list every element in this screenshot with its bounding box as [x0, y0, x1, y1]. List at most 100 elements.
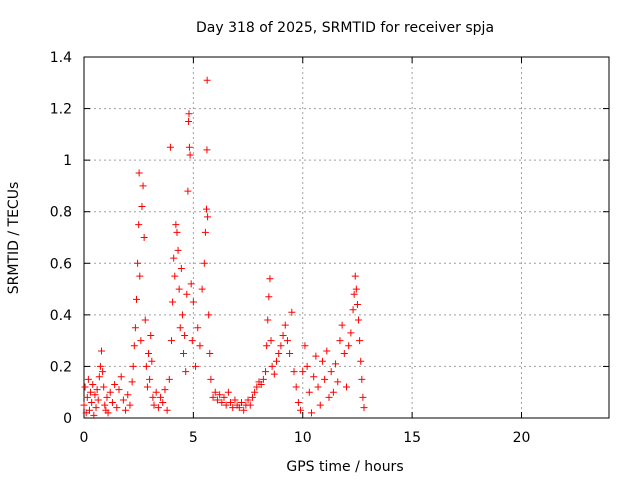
data-point [187, 280, 195, 288]
data-point [88, 399, 96, 407]
data-point [231, 396, 239, 404]
data-point [359, 393, 367, 401]
data-point [186, 151, 194, 159]
x-tick-label: 20 [513, 430, 531, 446]
data-point [343, 383, 350, 391]
data-point [238, 399, 245, 407]
data-point [117, 373, 125, 381]
data-point [171, 272, 179, 280]
data-point [264, 316, 272, 324]
data-point [90, 411, 98, 419]
data-point [229, 404, 237, 412]
data-point [283, 337, 291, 345]
data-point [267, 337, 275, 345]
x-tick-label: 5 [189, 430, 198, 446]
data-point [281, 321, 289, 329]
data-point [204, 213, 212, 221]
data-point [227, 399, 235, 407]
data-point [92, 404, 100, 412]
x-tick-label: 10 [294, 430, 312, 446]
data-point [353, 301, 361, 309]
data-point [360, 404, 368, 412]
y-axis-label: SRMTID / TECUs [6, 182, 22, 295]
data-series-srmtid [80, 76, 368, 419]
data-point [279, 331, 287, 339]
data-point [189, 298, 197, 306]
data-point [177, 264, 185, 272]
data-point [129, 362, 137, 370]
data-point [166, 143, 174, 151]
data-point [184, 187, 192, 195]
data-point [94, 396, 102, 404]
data-point [147, 331, 155, 339]
data-point [340, 350, 348, 358]
data-point [131, 324, 139, 332]
data-point [87, 388, 95, 396]
data-point [329, 388, 337, 396]
data-point [265, 293, 273, 301]
data-point [163, 406, 171, 414]
data-point [200, 259, 208, 267]
data-point [323, 347, 331, 355]
data-point [314, 383, 322, 391]
data-point [350, 290, 358, 298]
data-point [161, 386, 169, 394]
data-point [146, 375, 154, 383]
data-point [251, 388, 259, 396]
data-point [273, 357, 280, 365]
data-point [84, 375, 92, 383]
data-point [327, 368, 335, 376]
y-tick-label: 0.2 [50, 359, 72, 375]
data-point [89, 380, 97, 388]
data-point [222, 401, 230, 409]
data-point [299, 368, 307, 376]
data-point [216, 391, 224, 399]
data-point [134, 259, 142, 267]
data-point [149, 393, 157, 401]
data-point [332, 360, 340, 368]
data-point [183, 290, 191, 298]
data-point [286, 350, 294, 358]
data-point [178, 311, 186, 319]
data-point [301, 342, 309, 350]
data-point [96, 362, 104, 370]
data-point [148, 357, 156, 365]
data-point [138, 203, 146, 211]
data-point [312, 352, 320, 360]
data-point [174, 246, 182, 254]
data-point [268, 362, 276, 370]
data-point [203, 205, 210, 213]
data-point [135, 221, 143, 229]
data-point [263, 342, 271, 350]
data-point [240, 406, 248, 414]
data-point [108, 399, 116, 407]
data-point [113, 404, 121, 412]
data-point [290, 368, 298, 376]
data-point [321, 375, 329, 383]
chart-title: Day 318 of 2025, SRMTID for receiver spj… [196, 20, 494, 36]
data-point [297, 406, 305, 414]
data-point [209, 393, 217, 401]
data-point [154, 404, 162, 412]
data-point [115, 386, 123, 394]
data-point [259, 375, 267, 383]
x-tick-label: 15 [403, 430, 421, 446]
data-point [275, 350, 283, 358]
data-point [338, 321, 346, 329]
y-tick-label: 1.4 [50, 50, 72, 66]
data-point [152, 388, 160, 396]
data-point [305, 388, 313, 396]
data-point [205, 311, 213, 319]
data-point [316, 401, 324, 409]
y-tick-label: 1.2 [50, 102, 72, 118]
data-point [143, 383, 151, 391]
data-point [244, 396, 252, 404]
data-point [126, 401, 134, 409]
data-point [85, 406, 93, 414]
data-point [194, 324, 202, 332]
data-point [262, 368, 270, 376]
data-point [83, 393, 91, 401]
x-axis-label: GPS time / hours [286, 459, 403, 475]
data-point [93, 386, 101, 394]
